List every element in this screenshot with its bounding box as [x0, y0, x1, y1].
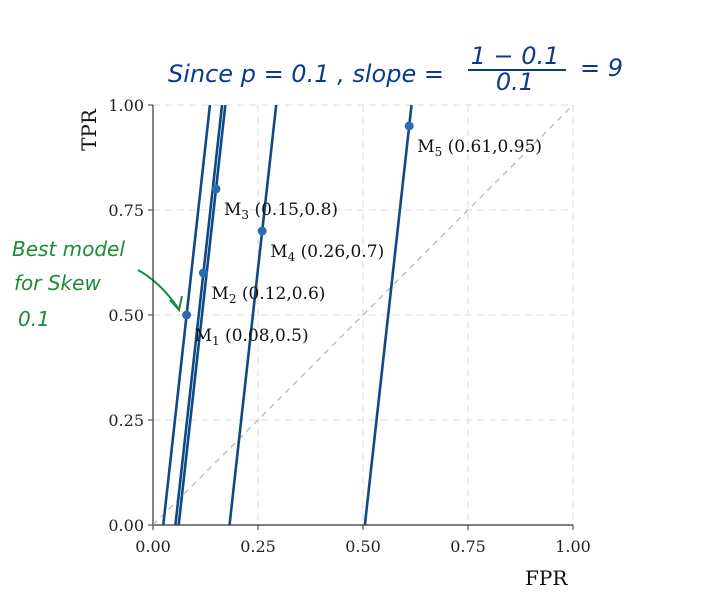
- x-tick-label: 0.00: [135, 537, 171, 556]
- label-m5: M5 (0.61,0.95): [417, 137, 542, 159]
- point-labels: M1 (0.08,0.5) M2 (0.12,0.6) M3 (0.15,0.8) M…: [195, 137, 542, 348]
- y-axis-title: TPR: [77, 108, 101, 151]
- iso-line-m2: [174, 105, 224, 525]
- tick-labels: 0.00 0.25 0.50 0.75 1.00 0.00 0.25 0.50 0.75 1.00: [108, 96, 590, 556]
- slope-note-right: = 9: [580, 54, 623, 82]
- best-model-annotation: Best model for Skew 0.1: [12, 237, 183, 331]
- best-model-note-line1: Best model: [12, 237, 125, 261]
- y-tick-label: 1.00: [108, 96, 144, 115]
- label-m2: M2 (0.12,0.6): [211, 284, 325, 306]
- annotation-arrow-head: [169, 295, 183, 313]
- best-model-note-line3: 0.1: [18, 307, 50, 331]
- label-m3: M3 (0.15,0.8): [224, 200, 338, 222]
- y-tick-label: 0.00: [108, 516, 144, 535]
- slope-annotation: Since p = 0.1 , slope = 1 − 0.1 0.1 = 9: [168, 42, 623, 96]
- point-m1: [182, 310, 192, 320]
- point-m4: [257, 226, 267, 236]
- y-tick-label: 0.50: [108, 306, 144, 325]
- slope-note-left: Since p = 0.1 , slope =: [168, 60, 444, 88]
- iso-line-m3: [177, 105, 227, 525]
- iso-line-m4: [228, 105, 278, 525]
- best-model-note-line2: for Skew: [14, 271, 101, 295]
- slope-fraction-numerator: 1 − 0.1: [471, 42, 560, 70]
- point-m2: [198, 268, 208, 278]
- y-tick-label: 0.25: [108, 411, 144, 430]
- point-m5: [404, 121, 414, 131]
- slope-fraction-denominator: 0.1: [496, 68, 534, 96]
- grid: [153, 104, 574, 525]
- annotation-arrow: [137, 269, 179, 309]
- x-tick-label: 0.75: [450, 537, 486, 556]
- label-m1: M1 (0.08,0.5): [195, 326, 309, 348]
- x-tick-label: 0.50: [345, 537, 381, 556]
- label-m4: M4 (0.26,0.7): [270, 242, 384, 264]
- y-tick-label: 0.75: [108, 201, 144, 220]
- iso-line-m5: [363, 105, 413, 525]
- x-tick-label: 0.25: [240, 537, 276, 556]
- data-points: [182, 121, 414, 320]
- x-axis-title: FPR: [525, 566, 568, 590]
- point-m3: [211, 184, 221, 194]
- x-tick-label: 1.00: [555, 537, 591, 556]
